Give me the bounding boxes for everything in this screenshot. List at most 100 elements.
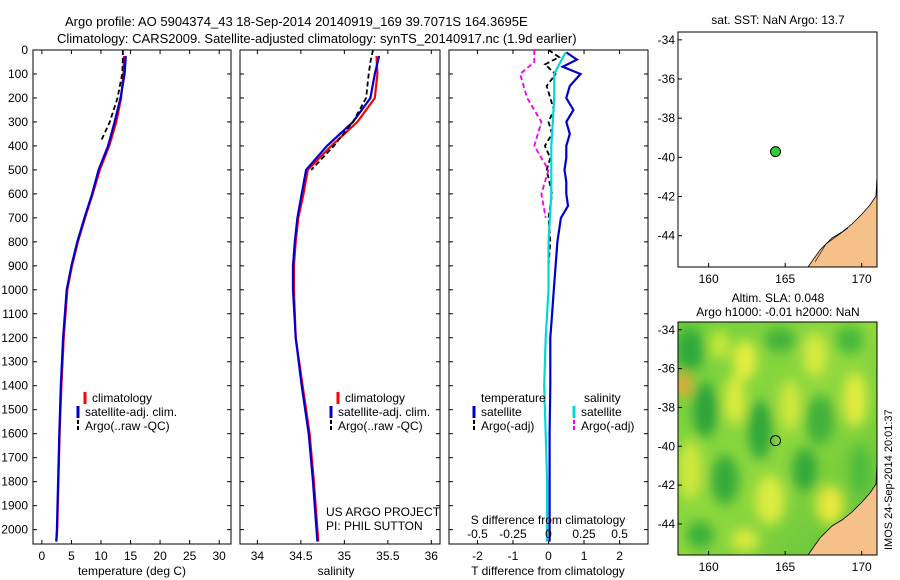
- depth-axis: 0 100 200 300 400 500 600 700 800 900 1000 1100 1200…: [1, 43, 648, 537]
- difference-legend: temperature salinity satellite Argo(-adj…: [472, 391, 634, 433]
- x-tick-label: 35: [338, 549, 352, 563]
- latitude-tick-label: -34: [658, 323, 676, 337]
- latitude-tick-label: -42: [658, 478, 676, 492]
- figure-title-line1: Argo profile: AO 5904374_43 18-Sep-2014 …: [65, 14, 528, 29]
- sst-map-title: sat. SST: NaN Argo: 13.7: [711, 13, 845, 27]
- sst-map-frame: [677, 31, 878, 268]
- depth-tick-label: 1400: [1, 379, 28, 393]
- depth-tick-label: 1900: [1, 499, 28, 513]
- legend-label-satellite: satellite-adj. clim.: [85, 405, 177, 419]
- legend-label-satellite: satellite-adj. clim.: [338, 405, 430, 419]
- legend-title-temperature: temperature: [481, 391, 546, 405]
- x-tick-label: 30: [212, 549, 226, 563]
- legend-label-t-argo: Argo(-adj): [481, 419, 534, 433]
- x-tick-label: 25: [183, 549, 197, 563]
- salinity-xlabel: salinity: [318, 564, 355, 578]
- latitude-tick-label: -36: [658, 362, 676, 376]
- latitude-tick-label: -40: [658, 439, 676, 453]
- sla-map-title-line1: Altim. SLA: 0.048: [732, 291, 825, 305]
- legend-label-t-satellite: satellite: [481, 405, 522, 419]
- temperature-xlabel: temperature (deg C): [78, 564, 186, 578]
- x-tick-label: 0: [39, 549, 46, 563]
- secondary-tick-label: -0.5: [467, 527, 488, 541]
- longitude-tick-label: 170: [852, 560, 872, 574]
- series-line-salinity-argo-adj-: [519, 50, 550, 219]
- x-tick-label: 10: [94, 549, 108, 563]
- temperature-panel: 0100200300400500600700800900100011001200…: [1, 43, 648, 578]
- legend-title-salinity: salinity: [584, 391, 621, 405]
- legend-label-s-argo: Argo(-adj): [581, 419, 634, 433]
- temperature-legend: climatology satellite-adj. clim. Argo(..…: [76, 391, 177, 433]
- longitude-tick-label: 160: [699, 560, 719, 574]
- longitude-tick-label: 165: [775, 272, 795, 286]
- x-tick-label: 15: [124, 549, 138, 563]
- credit-pi: PI: PHIL SUTTON: [326, 519, 423, 533]
- depth-tick-label: 200: [8, 91, 28, 105]
- x-tick-label: 36: [425, 549, 439, 563]
- secondary-tick-label: 0.5: [611, 527, 628, 541]
- sla-heatmap: [678, 322, 877, 555]
- x-tick-label: -2: [472, 549, 483, 563]
- depth-tick-label: 600: [8, 187, 28, 201]
- latitude-tick-label: -38: [658, 400, 676, 414]
- legend-label-argo: Argo(..raw -QC): [338, 419, 423, 433]
- figure-title-line2: Climatology: CARS2009. Satellite-adjuste…: [57, 31, 577, 46]
- latitude-tick-label: -42: [658, 190, 676, 204]
- x-tick-label: 34.5: [289, 549, 313, 563]
- longitude-tick-label: 170: [852, 272, 872, 286]
- difference-xlabel-salinity: S difference from climatology: [471, 513, 626, 527]
- longitude-tick-label: 165: [775, 560, 795, 574]
- series-line-temperature-satellite: [548, 51, 583, 542]
- salinity-legend: climatology satellite-adj. clim. Argo(..…: [329, 391, 430, 433]
- land-new-zealand: [807, 174, 877, 267]
- sla-map-frame: [677, 321, 878, 556]
- secondary-tick-label: -0.25: [499, 527, 527, 541]
- depth-tick-label: 100: [8, 67, 28, 81]
- secondary-tick-label: 0: [545, 527, 552, 541]
- depth-tick-label: 2000: [1, 523, 28, 537]
- legend-label-s-satellite: satellite: [581, 405, 622, 419]
- depth-tick-label: 800: [8, 235, 28, 249]
- x-tick-label: 1: [581, 549, 588, 563]
- salinity-plot-frame: [239, 49, 441, 545]
- depth-tick-label: 1300: [1, 355, 28, 369]
- sst-map-axes: 160 165 170 -34 -36 -38 -40 -42 -44: [658, 33, 872, 286]
- depth-tick-label: 1500: [1, 403, 28, 417]
- longitude-tick-label: 160: [699, 272, 719, 286]
- series-line-climatology: [292, 55, 379, 542]
- latitude-tick-label: -44: [658, 517, 676, 531]
- x-tick-label: 2: [616, 549, 623, 563]
- salinity-x-axis: 34 34.5 35 35.5 36: [251, 50, 439, 563]
- depth-tick-label: 300: [8, 115, 28, 129]
- series-line-argo-raw-qc-: [100, 50, 124, 142]
- series-line-satellite-adj-clim-: [55, 55, 127, 542]
- depth-tick-label: 700: [8, 211, 28, 225]
- argo-float-marker: [770, 146, 782, 158]
- series-line-satellite-adj-clim-: [291, 55, 381, 542]
- coastline-detail: [814, 227, 849, 263]
- salinity-series: [291, 49, 381, 542]
- sst-map-panel: sat. SST: NaN Argo: 13.7 160 165 170 -34 -36…: [658, 13, 878, 286]
- sla-map-title-line2: Argo h1000: -0.01 h2000: NaN: [696, 305, 859, 319]
- legend-label-climatology: climatology: [345, 391, 405, 405]
- difference-panel: -2 -1 0 1 2 temperature salinity satellite A…: [448, 49, 649, 578]
- depth-tick-label: 1600: [1, 427, 28, 441]
- depth-tick-label: 1000: [1, 283, 28, 297]
- latitude-tick-label: -44: [658, 229, 676, 243]
- x-tick-label: 5: [68, 549, 75, 563]
- depth-tick-label: 500: [8, 163, 28, 177]
- sla-map-panel: Altim. SLA: 0.048 Argo h1000: -0.01 h200…: [658, 291, 878, 574]
- latitude-tick-label: -34: [658, 33, 676, 47]
- difference-secondary-x-axis: -0.5 -0.25 0 0.25 0.5: [467, 527, 628, 541]
- secondary-tick-label: 0.25: [572, 527, 596, 541]
- sla-map-axes: 160 165 170 -34 -36 -38 -40 -42 -44: [658, 323, 872, 574]
- depth-tick-label: 0: [21, 43, 28, 57]
- legend-label-argo: Argo(..raw -QC): [85, 419, 170, 433]
- x-tick-label: 34: [251, 549, 265, 563]
- depth-tick-label: 900: [8, 259, 28, 273]
- x-tick-label: 20: [153, 549, 167, 563]
- depth-tick-label: 1100: [2, 307, 28, 321]
- series-line-salinity-satellite: [543, 51, 567, 542]
- latitude-tick-label: -36: [658, 72, 676, 86]
- latitude-tick-label: -38: [658, 111, 676, 125]
